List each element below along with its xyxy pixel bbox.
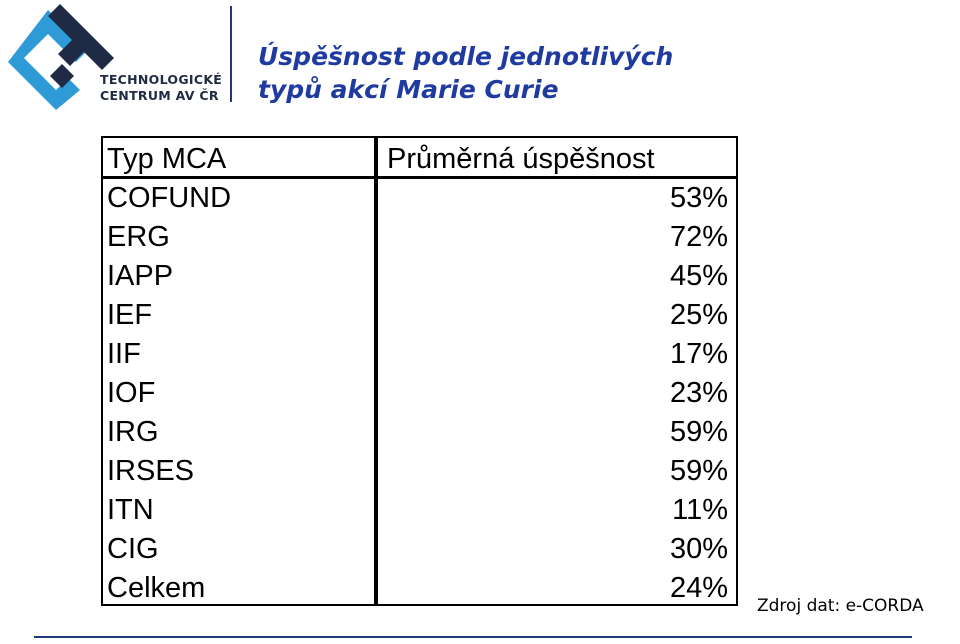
row-value: 59% <box>669 416 728 448</box>
row-value: 30% <box>669 533 728 565</box>
row-type: CIG <box>107 533 159 565</box>
tc-logo: TECHNOLOGICKÉ CENTRUM AV ČR <box>0 0 223 115</box>
row-type: IRG <box>107 416 159 448</box>
row-type: ITN <box>107 494 154 526</box>
row-type: ERG <box>107 221 170 253</box>
table-row: IEF 25% <box>103 296 736 335</box>
table-row: COFUND 53% <box>103 179 736 218</box>
row-type: IEF <box>107 299 153 331</box>
row-type: IIF <box>107 338 141 370</box>
row-value: 11% <box>672 494 728 526</box>
row-value: 24% <box>669 572 728 604</box>
data-source-note: Zdroj dat: e-CORDA <box>757 596 924 616</box>
table-row-total: Celkem 24% <box>103 569 736 608</box>
table-row: IIF 17% <box>103 335 736 374</box>
row-type: Celkem <box>107 572 206 604</box>
tc-logo-mark-icon <box>8 4 114 110</box>
column-divider <box>374 138 378 604</box>
header-success: Průměrná úspěšnost <box>387 143 655 175</box>
table-row: CIG 30% <box>103 530 736 569</box>
page-title: Úspěšnost podle jednotlivých typů akcí M… <box>258 40 673 106</box>
table-row: ERG 72% <box>103 218 736 257</box>
page-title-line1: Úspěšnost podle jednotlivých <box>258 42 674 71</box>
table-row: IOF 23% <box>103 374 736 413</box>
header-type: Typ MCA <box>107 143 227 175</box>
row-value: 72% <box>669 221 728 253</box>
row-value: 25% <box>669 299 728 331</box>
row-value: 53% <box>669 182 728 214</box>
header-divider <box>230 6 232 102</box>
footer-rule <box>34 636 912 638</box>
success-rate-table: Typ MCA Průměrná úspěšnost COFUND 53% ER… <box>101 136 738 606</box>
logo-text-line1: TECHNOLOGICKÉ <box>100 72 223 87</box>
row-type: IRSES <box>107 455 195 487</box>
header-rule <box>103 176 736 179</box>
table-header-row: Typ MCA Průměrná úspěšnost <box>103 140 736 179</box>
row-value: 17% <box>669 338 728 370</box>
row-value: 23% <box>669 377 728 409</box>
table-row: IRSES 59% <box>103 452 736 491</box>
row-type: IAPP <box>107 260 174 292</box>
table-row: ITN 11% <box>103 491 736 530</box>
page-title-line2: typů akcí Marie Curie <box>258 75 559 104</box>
row-value: 45% <box>669 260 728 292</box>
table-row: IAPP 45% <box>103 257 736 296</box>
row-type: IOF <box>107 377 156 409</box>
logo-text-line2: CENTRUM AV ČR <box>100 88 219 103</box>
table-row: IRG 59% <box>103 413 736 452</box>
row-type: COFUND <box>107 182 232 214</box>
row-value: 59% <box>669 455 728 487</box>
